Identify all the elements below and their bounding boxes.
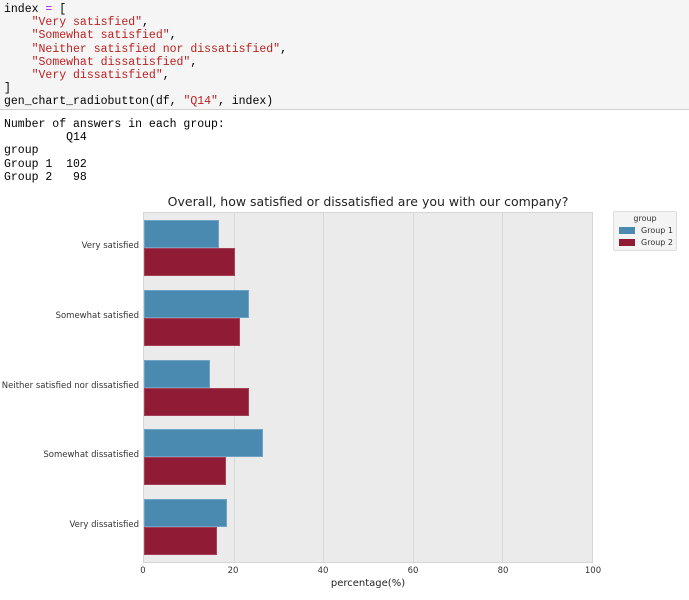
legend-swatch-group-1 xyxy=(619,227,635,234)
bar-group-2 xyxy=(144,247,236,276)
legend-label: Group 1 xyxy=(641,226,673,235)
gridline xyxy=(412,213,414,562)
y-tick-label: Neither satisfied nor dissatisfied xyxy=(1,380,139,391)
code-string: "Q14" xyxy=(183,95,218,109)
output-text: Number of answers in each group: Q14 gro… xyxy=(4,118,225,184)
bar-group-2 xyxy=(144,317,240,346)
legend-label: Group 2 xyxy=(641,238,673,247)
code-token xyxy=(4,56,32,69)
x-tick-label: 80 xyxy=(497,566,509,576)
bar-group-1 xyxy=(144,359,210,388)
cell-output: Number of answers in each group: Q14 gro… xyxy=(4,118,225,184)
code-token: [ xyxy=(52,3,67,16)
x-tick-label: 60 xyxy=(407,566,419,576)
code-string: "Somewhat dissatisfied" xyxy=(31,55,191,69)
code-string: "Very satisfied" xyxy=(31,16,143,30)
legend-item-group-1: Group 1 xyxy=(619,225,673,236)
code-token: index xyxy=(4,3,46,16)
legend-title: group xyxy=(633,214,657,223)
code-token: , xyxy=(190,55,198,69)
bar-group-2 xyxy=(144,527,218,556)
code-token: , xyxy=(162,69,170,83)
bar-group-2 xyxy=(144,387,250,416)
code-token: ] xyxy=(4,82,11,96)
x-tick-label: 100 xyxy=(584,566,602,576)
y-tick-label: Very dissatisfied xyxy=(69,520,139,531)
chart-title: Overall, how satisfied or dissatisfied a… xyxy=(167,194,569,209)
x-tick-label: 20 xyxy=(227,566,239,576)
code-editor[interactable]: index = [ "Very satisfied", "Somewhat sa… xyxy=(4,3,287,109)
bar-group-1 xyxy=(144,289,250,318)
gridline xyxy=(502,213,504,562)
bar-group-1 xyxy=(144,499,228,528)
x-tick-label: 0 xyxy=(140,566,146,576)
code-token: , xyxy=(280,42,287,56)
x-tick-label: 40 xyxy=(317,566,329,576)
code-token: gen_chart_radiobutton(df, xyxy=(4,95,184,109)
code-token: = xyxy=(45,3,53,16)
code-token xyxy=(4,69,32,82)
legend-item-group-2: Group 2 xyxy=(619,237,673,248)
x-axis-label: percentage(%) xyxy=(330,578,406,589)
code-token xyxy=(4,43,32,56)
bar-group-2 xyxy=(144,457,227,486)
legend: group Group 1 Group 2 xyxy=(613,211,677,251)
y-tick-label: Somewhat satisfied xyxy=(55,310,139,321)
gridline xyxy=(323,213,325,562)
code-token xyxy=(4,16,32,29)
code-string: "Somewhat satisfied" xyxy=(31,29,170,43)
plot-area xyxy=(143,212,593,563)
code-string: "Very dissatisfied" xyxy=(31,69,163,83)
code-token: , xyxy=(169,29,177,43)
legend-swatch-group-2 xyxy=(619,239,635,246)
y-tick-label: Somewhat dissatisfied xyxy=(43,450,139,461)
chart-figure: Overall, how satisfied or dissatisfied a… xyxy=(0,190,689,600)
code-cell[interactable]: index = [ "Very satisfied", "Somewhat sa… xyxy=(0,0,689,110)
code-token: , xyxy=(142,16,149,30)
code-token: , index) xyxy=(217,95,274,109)
bar-group-1 xyxy=(144,219,219,248)
y-tick-label: Very satisfied xyxy=(81,240,139,251)
code-token xyxy=(4,29,32,42)
bar-group-1 xyxy=(144,429,263,458)
code-string: "Neither satisfied nor dissatisfied" xyxy=(31,42,281,56)
